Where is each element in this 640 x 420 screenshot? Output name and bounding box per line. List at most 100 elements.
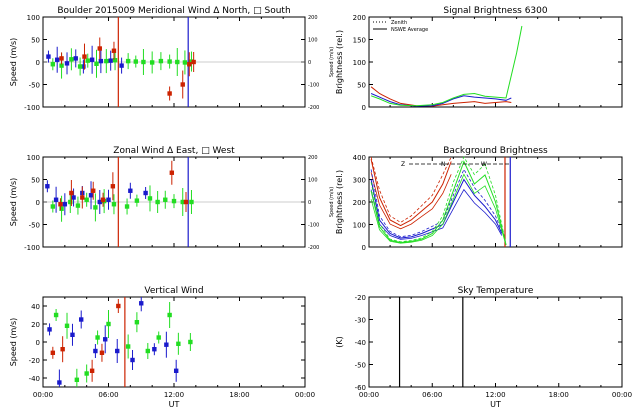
data-point-green [167, 59, 172, 64]
legend-label: NSWE Average [391, 27, 428, 33]
y-tick-label: 150 [353, 37, 366, 45]
data-point-green [69, 57, 74, 62]
data-point-green [124, 204, 130, 209]
data-point-blue [128, 188, 133, 193]
data-point-green [163, 197, 168, 202]
series-line-green [370, 25, 523, 107]
y2-axis-label: Speed (m/s) [329, 47, 335, 77]
data-point-red [180, 82, 185, 87]
data-point-red [59, 56, 64, 61]
data-point-green [134, 320, 140, 325]
data-point-green [125, 58, 131, 64]
y-tick-label: -100 [24, 244, 40, 252]
x-tick-label: 18:00 [549, 391, 569, 399]
y-tick-label: 300 [353, 177, 366, 185]
y-tick-label: -40 [29, 375, 40, 383]
data-point-green [53, 312, 59, 318]
data-point-blue [173, 368, 179, 373]
x-tick-label: 12:00 [485, 391, 505, 399]
data-point-blue [89, 57, 95, 62]
y-tick-label: 50 [31, 177, 40, 185]
data-point-blue [71, 195, 76, 200]
data-point-green [145, 348, 150, 354]
y-tick-label: 0 [36, 339, 40, 347]
data-point-blue [62, 202, 68, 207]
annotation: W [481, 161, 487, 168]
data-point-blue [108, 58, 113, 63]
y-axis-label: Brightness (rel.) [335, 170, 344, 234]
y-tick-label: -100 [24, 104, 40, 112]
data-point-green [95, 335, 100, 340]
data-point-red [191, 59, 196, 65]
data-point-blue [93, 348, 98, 354]
data-point-red [167, 91, 172, 96]
data-point-blue [152, 347, 157, 352]
x-tick-label: 00:00 [295, 391, 315, 399]
y-tick-label: 0 [36, 199, 40, 207]
data-point-red [69, 190, 74, 196]
series-line-red [370, 86, 512, 107]
data-point-green [74, 377, 80, 382]
x-tick-label: 00:00 [612, 391, 632, 399]
data-point-green [155, 199, 160, 205]
data-point-blue [164, 342, 169, 347]
data-point-blue [70, 332, 75, 337]
x-tick-label: 06:00 [98, 391, 118, 399]
data-point-green [112, 58, 118, 63]
data-point-green [125, 344, 131, 349]
data-point-green [50, 204, 56, 209]
chart-title: Vertical Wind [144, 286, 203, 296]
data-point-green [104, 58, 109, 64]
series-trace-green [370, 156, 507, 245]
data-point-green [182, 60, 188, 65]
data-point-blue [46, 54, 51, 59]
y-tick-label: 100 [27, 154, 40, 162]
data-point-blue [130, 357, 135, 363]
series-trace-red [370, 172, 452, 230]
data-point-red [58, 202, 63, 207]
data-point-green [147, 196, 153, 201]
data-point-green [156, 335, 161, 340]
y2-tick-label: 0 [308, 60, 311, 66]
x-tick-label: 06:00 [422, 391, 442, 399]
data-point-green [111, 202, 117, 207]
data-point-green [175, 59, 180, 65]
data-point-red [80, 195, 85, 200]
data-point-red [99, 350, 105, 355]
data-point-red [97, 46, 102, 51]
data-point-blue [103, 337, 108, 342]
chart-sky: Sky Temperature -60 -50 -40 -30 -20 00:00 06:00… [335, 286, 632, 409]
data-point-green [59, 63, 64, 68]
y-axis-label: Speed (m/s) [9, 38, 18, 87]
y-tick-label: 50 [31, 37, 40, 45]
data-point-blue [106, 197, 111, 202]
y-tick-label: 0 [362, 104, 366, 112]
chart-title: Zonal Wind Δ East, □ West [113, 146, 235, 156]
series-line-green [370, 160, 507, 245]
data-point-blue [54, 57, 60, 62]
y-tick-label: 0 [362, 244, 366, 252]
data-point-red [82, 54, 87, 59]
y-tick-label: 400 [353, 154, 366, 162]
y2-tick-label: 200 [308, 155, 318, 161]
y-tick-label: -50 [29, 82, 40, 90]
chart-vertical: Vertical Wind -40 -20 0 20 40 00:00 06:00 12:00 1… [9, 286, 315, 409]
data-point-blue [143, 190, 148, 196]
data-point-blue [81, 64, 86, 69]
plot-frame [42, 296, 306, 388]
y-axis-label: Brightness (rel.) [335, 30, 344, 94]
chart-title: Sky Temperature [458, 286, 534, 296]
data-point-red [110, 184, 116, 189]
y-tick-label: 40 [31, 303, 40, 311]
data-point-blue [53, 197, 59, 202]
data-point-red [50, 350, 56, 355]
data-point-red [91, 188, 96, 193]
y2-tick-label: -100 [308, 83, 319, 89]
y-tick-label: -30 [355, 317, 366, 325]
chart-signal: Signal Brightness 6300 0 50 100 150 200 Bright… [335, 6, 623, 112]
data-point-green [94, 61, 99, 66]
series-line-blue [370, 93, 512, 107]
data-point-green [85, 58, 90, 63]
data-point-blue [73, 56, 78, 61]
data-point-green [68, 199, 73, 205]
